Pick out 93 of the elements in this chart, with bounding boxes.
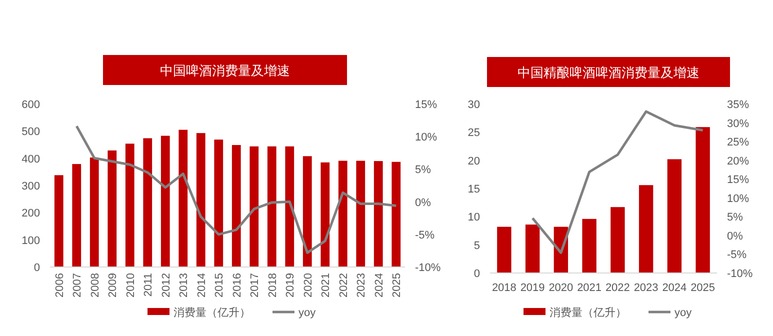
x-tick-label: 2025 — [391, 273, 404, 298]
bar — [392, 162, 401, 267]
y-tick-label: 400 — [22, 153, 40, 166]
x-tick-label: 2021 — [577, 282, 602, 294]
chart-title: 中国啤酒消费量及增速 — [160, 63, 290, 78]
y2-tick-label: -10% — [415, 262, 441, 274]
bar — [582, 218, 596, 273]
bar — [160, 136, 170, 267]
line-series — [531, 110, 704, 254]
x-tick-label: 2018 — [492, 282, 516, 294]
y2-tick-label: 5% — [727, 212, 744, 224]
x-tick-label: 2024 — [373, 273, 386, 298]
bar — [214, 140, 224, 267]
x-tick-label: 2013 — [178, 273, 190, 298]
legend-label: 消费量（亿升） — [550, 306, 626, 319]
bar — [374, 161, 383, 267]
y2-tick-label: 20% — [727, 155, 750, 168]
bar — [610, 207, 625, 273]
x-tick-label: 2006 — [54, 273, 66, 298]
bar — [250, 146, 259, 267]
bar — [638, 185, 654, 273]
y2-tick-label: 5% — [415, 164, 432, 176]
bar — [338, 160, 348, 267]
x-tick-label: 2020 — [302, 273, 314, 298]
y2-tick-label: 35% — [727, 99, 750, 111]
bar — [196, 133, 206, 267]
x-tick-label: 2023 — [634, 282, 658, 294]
y-tick-label: 0 — [474, 268, 480, 280]
y2-tick-label: 25% — [727, 136, 750, 149]
bar — [178, 130, 188, 267]
y-tick-label: 300 — [22, 180, 40, 192]
bar — [667, 159, 682, 273]
bar — [232, 145, 241, 267]
y2-tick-label: 30% — [727, 118, 750, 130]
bar — [90, 158, 99, 267]
x-tick-label: 2025 — [690, 282, 716, 294]
x-tick-label: 2019 — [520, 282, 545, 294]
y-tick-label: 15 — [468, 184, 480, 196]
x-tick-label: 2024 — [662, 282, 687, 294]
bar — [497, 226, 512, 273]
bar — [285, 146, 294, 267]
x-tick-label: 2022 — [338, 273, 350, 298]
x-tick-label: 2010 — [124, 273, 137, 298]
x-tick-label: 2008 — [89, 273, 102, 298]
y-tick-label: 10 — [468, 212, 480, 224]
x-tick-label: 2022 — [605, 282, 630, 294]
y-tick-label: 20 — [468, 155, 480, 168]
y-tick-label: 600 — [22, 99, 40, 111]
y2-tick-label: 0% — [415, 196, 432, 209]
x-tick-label: 2020 — [548, 282, 574, 294]
y2-tick-label: -5% — [727, 249, 747, 262]
y2-tick-label: 0% — [727, 230, 744, 242]
y-tick-label: 5 — [474, 240, 480, 252]
y2-tick-label: 10% — [727, 192, 750, 205]
x-tick-label: 2015 — [214, 273, 226, 298]
bar — [143, 138, 152, 267]
chart-title: 中国精酿啤酒啤酒消费量及增速 — [518, 65, 700, 80]
x-tick-label: 2023 — [356, 273, 368, 298]
x-tick-label: 2007 — [72, 273, 84, 298]
y2-tick-label: 15% — [415, 99, 438, 111]
bar — [267, 146, 276, 267]
legend-label: yoy — [674, 307, 692, 319]
x-tick-label: 2018 — [266, 273, 279, 298]
y2-tick-label: -10% — [727, 268, 753, 280]
bar — [696, 127, 710, 273]
y-tick-label: 30 — [468, 99, 480, 111]
y2-tick-label: -5% — [415, 229, 435, 242]
line-series — [75, 124, 398, 254]
x-tick-label: 2021 — [320, 273, 332, 298]
x-tick-label: 2011 — [142, 273, 155, 297]
legend-label: yoy — [298, 307, 316, 319]
bar — [54, 175, 64, 267]
x-tick-label: 2009 — [107, 273, 120, 298]
y-tick-label: 100 — [22, 234, 40, 247]
x-tick-label: 2014 — [196, 273, 208, 298]
y2-tick-label: 10% — [415, 132, 438, 144]
x-tick-label: 2016 — [231, 273, 244, 298]
y2-tick-label: 15% — [727, 174, 750, 186]
y-tick-label: 500 — [22, 126, 40, 138]
bar — [320, 162, 330, 267]
bar — [302, 156, 312, 267]
bar — [525, 224, 540, 273]
bar — [356, 160, 366, 267]
bar — [72, 164, 82, 267]
x-tick-label: 2019 — [284, 273, 297, 298]
legend-label: 消费量（亿升） — [174, 306, 250, 319]
y-tick-label: 0 — [34, 262, 40, 274]
x-tick-label: 2017 — [249, 273, 262, 298]
y-tick-label: 200 — [22, 208, 40, 220]
y-tick-label: 25 — [468, 127, 480, 140]
x-tick-label: 2012 — [160, 273, 172, 298]
bar — [108, 150, 117, 267]
bar — [125, 144, 134, 267]
